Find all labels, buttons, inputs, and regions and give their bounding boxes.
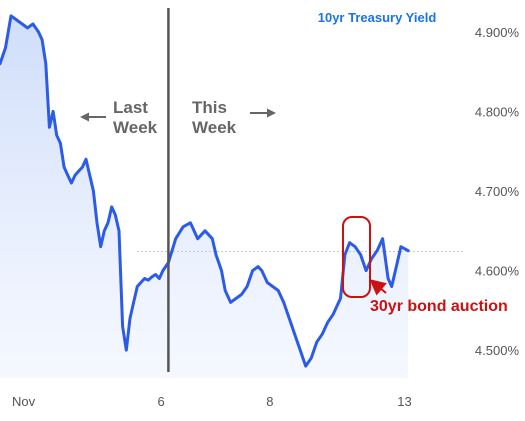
- annotation-last: Last: [113, 98, 148, 117]
- auction-annotation: 30yr bond auction: [370, 298, 508, 315]
- annotation-last-week: Week: [113, 118, 158, 137]
- y-tick-label: 4.900%: [475, 25, 520, 40]
- y-tick-label: 4.500%: [475, 343, 520, 358]
- y-tick-label: 4.800%: [475, 104, 520, 119]
- yield-area-fill: [0, 15, 409, 379]
- x-tick-label: 6: [157, 394, 164, 409]
- x-tick-label: 8: [266, 394, 273, 409]
- y-tick-label: 4.600%: [475, 264, 520, 279]
- y-tick-label: 4.700%: [475, 184, 520, 199]
- x-tick-label: 13: [397, 394, 411, 409]
- annotation-this: This: [192, 98, 227, 117]
- right-arrow-icon: [250, 108, 276, 118]
- auction-arrow-icon: [369, 279, 387, 296]
- left-arrow-icon: [80, 112, 106, 122]
- yield-series-line: [0, 14, 410, 368]
- annotation-this-week: Week: [192, 118, 237, 137]
- auction-highlight-box: [342, 216, 371, 298]
- x-tick-label: Nov: [12, 394, 36, 409]
- chart-title: 10yr Treasury Yield: [318, 10, 437, 25]
